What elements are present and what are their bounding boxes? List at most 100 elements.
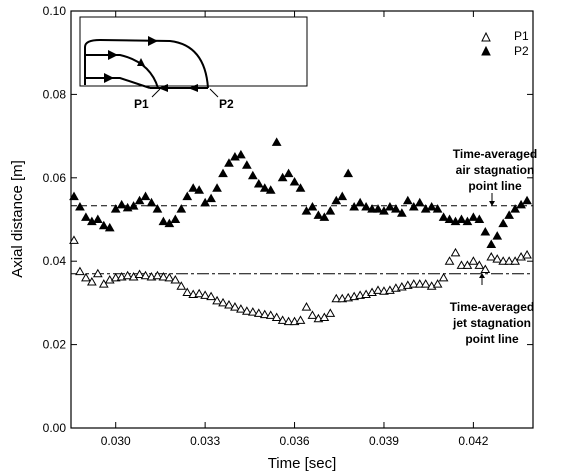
y-tick-label-0: 0.00	[43, 421, 67, 435]
p2-point-60	[426, 201, 437, 211]
p2-point-56	[402, 195, 413, 205]
p1-point-2	[81, 272, 91, 282]
p1-point-68	[474, 260, 485, 269]
inset-arrow-1	[148, 36, 158, 46]
p2-point-65	[456, 214, 467, 223]
inset-arrow-6	[188, 84, 198, 92]
inset-bottom-line	[85, 77, 151, 89]
p2-point-20	[188, 183, 199, 192]
inset-outer-loop	[84, 38, 209, 89]
p2-point-4	[92, 214, 103, 223]
p2-point-76	[522, 195, 532, 205]
p1-point-63	[444, 256, 455, 265]
p2-point-12	[140, 191, 151, 201]
p2-point-17	[170, 214, 181, 223]
p2-point-43	[325, 206, 336, 215]
x-axis-title: Time [sec]	[268, 455, 337, 472]
p2-point-2	[81, 212, 91, 221]
legend: P1 P2	[481, 29, 529, 58]
p2-point-44	[331, 195, 342, 205]
p1-point-0	[69, 235, 79, 244]
p1-point-73	[504, 256, 515, 265]
p1-point-28	[236, 304, 246, 313]
p2-point-68	[474, 214, 485, 223]
p1-point-66	[462, 260, 473, 269]
p2-point-10	[128, 201, 139, 210]
legend-label-p1: P1	[514, 29, 529, 43]
p2-point-47	[349, 201, 360, 211]
p2-point-67	[468, 212, 479, 221]
p1-point-57	[408, 279, 419, 288]
y-tick-label-4: 0.08	[43, 87, 67, 101]
p2-point-36	[283, 168, 294, 178]
p1-point-38	[295, 315, 306, 324]
p1-pointer	[151, 88, 161, 98]
p1-point-11	[134, 269, 145, 279]
p2-point-53	[385, 201, 395, 211]
p2-point-0	[69, 191, 79, 201]
legend-label-p2: P2	[514, 44, 529, 58]
air-annotation-line-3: point line	[468, 179, 522, 193]
inset-arrow-5	[158, 84, 168, 92]
p1-point-43	[325, 308, 336, 317]
p1-point-67	[468, 256, 479, 265]
p2-point-8	[116, 199, 127, 209]
p2-point-31	[253, 179, 264, 188]
p1-point-34	[271, 312, 282, 321]
x-tick-label-3: 0.039	[369, 434, 399, 448]
p2-point-24	[212, 183, 222, 192]
p2-point-55	[396, 208, 407, 217]
p2-point-69	[480, 227, 491, 236]
p2-point-39	[301, 206, 312, 215]
p2-point-70	[486, 239, 497, 249]
jet-annotation-line-2: jet stagnation	[452, 316, 531, 330]
axis-ticks: 0.030 0.033 0.036 0.039 0.042 0.00 0.02 0.04 0.0…	[43, 4, 533, 448]
p2-point-13	[146, 197, 157, 207]
x-tick-label-2: 0.036	[280, 434, 310, 448]
p2-point-7	[110, 204, 121, 213]
p2-point-38	[295, 183, 306, 192]
jet-annotation-line-3: point line	[465, 332, 519, 346]
y-tick-label-1: 0.02	[43, 338, 67, 352]
p1-point-3	[87, 277, 97, 286]
p1-point-24	[212, 295, 222, 305]
p2-point-11	[134, 195, 145, 205]
p1-point-12	[140, 270, 151, 280]
p2-point-30	[247, 170, 258, 180]
p1-point-40	[307, 310, 318, 319]
p1-point-4	[92, 268, 103, 278]
p1-point-44	[331, 293, 342, 303]
p2-point-45	[337, 191, 348, 201]
p2-point-66	[462, 216, 473, 226]
p2-point-22	[200, 197, 210, 207]
p2-point-5	[98, 220, 109, 230]
inset-arrow-3	[108, 50, 118, 60]
p1-point-1	[75, 266, 85, 276]
p1-point-61	[432, 279, 443, 288]
p1-point-42	[319, 312, 330, 321]
p1-point-15	[158, 272, 169, 281]
p2-point-57	[408, 201, 419, 211]
inset-label-p1: P1	[134, 97, 149, 111]
p2-point-14	[152, 204, 163, 213]
p2-point-54	[391, 204, 401, 213]
y-tick-label-2: 0.04	[43, 254, 67, 268]
p1-point-72	[498, 256, 509, 265]
p1-point-17	[170, 274, 181, 284]
p2-point-1	[75, 201, 85, 211]
p2-point-73	[504, 210, 515, 219]
p2-point-63	[444, 214, 455, 223]
p1-point-23	[206, 291, 216, 301]
inset-label-p2: P2	[219, 97, 234, 111]
p2-point-52	[379, 206, 389, 215]
p1-point-27	[230, 302, 240, 311]
x-tick-label-4: 0.042	[458, 434, 488, 448]
p1-point-30	[247, 307, 258, 316]
p1-point-32	[259, 309, 270, 319]
p2-point-16	[164, 218, 175, 228]
x-tick-label-0: 0.030	[101, 434, 131, 448]
plot-frame	[70, 10, 534, 429]
p1-point-29	[241, 306, 252, 315]
p1-point-70	[486, 252, 497, 261]
